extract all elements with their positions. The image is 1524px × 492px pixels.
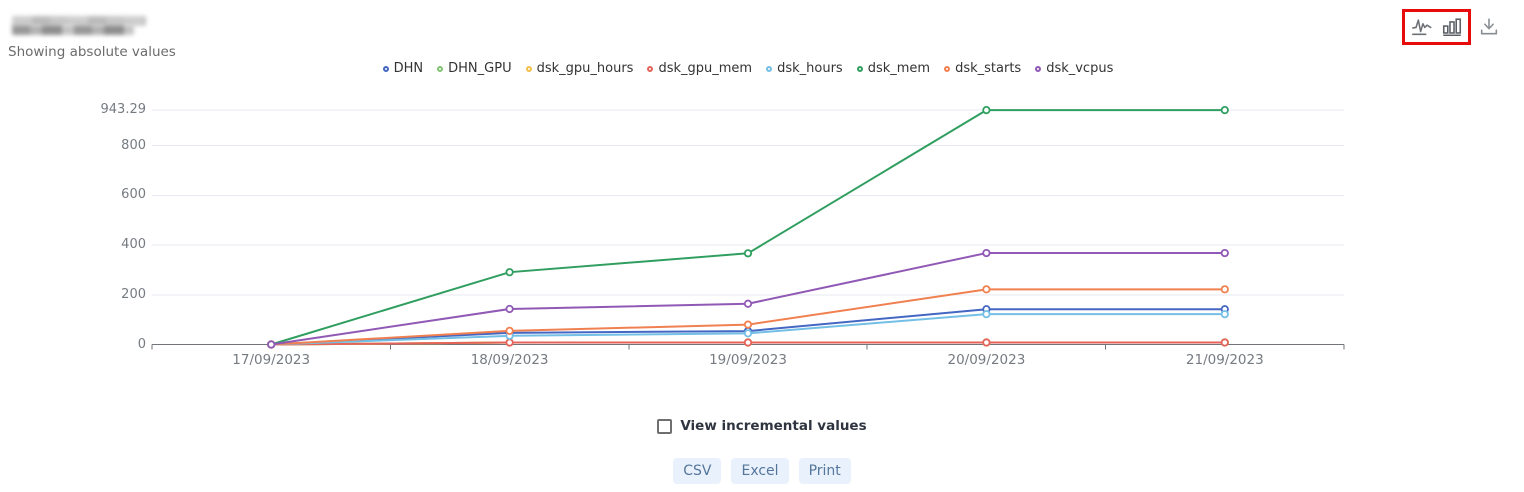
y-axis-label: 200: [121, 286, 146, 302]
legend-marker-icon: [856, 65, 863, 72]
legend-marker-icon: [766, 65, 773, 72]
series-point-dsk_starts[interactable]: [743, 320, 753, 329]
y-axis-label: 0: [137, 336, 146, 352]
series-point-dsk_gpu_mem[interactable]: [743, 338, 753, 347]
series-point-dsk_vcpus[interactable]: [982, 248, 991, 258]
series-point-dsk_hours[interactable]: [743, 329, 753, 338]
x-axis-label: 18/09/2023: [470, 351, 549, 368]
legend-item-dsk_mem[interactable]: dsk_mem: [856, 61, 931, 76]
bar-chart-icon: [1442, 18, 1461, 37]
y-axis-label: 800: [121, 137, 146, 153]
incremental-values-label: View incremental values: [680, 418, 867, 434]
legend-marker-icon: [382, 65, 389, 72]
chart-legend: DHN DHN_GPU dsk_gpu_hours dsk_gpu_mem dsk_ho…: [152, 61, 1344, 76]
series-point-dsk_gpu_mem[interactable]: [982, 338, 991, 347]
x-axis-label: 21/09/2023: [1185, 351, 1264, 368]
download-icon: [1480, 18, 1497, 35]
series-point-dsk_hours[interactable]: [1220, 310, 1229, 319]
series-point-dsk_mem[interactable]: [743, 249, 753, 258]
print-export-button[interactable]: Print: [798, 458, 851, 484]
legend-item-dsk_starts[interactable]: dsk_starts: [944, 61, 1021, 76]
redacted-title-blur: [12, 16, 146, 26]
series-point-dsk_gpu_mem[interactable]: [1220, 338, 1229, 347]
chart-toolbar: [1402, 9, 1500, 45]
legend-item-dsk_vcpus[interactable]: dsk_vcpus: [1035, 61, 1113, 76]
series-point-dsk_hours[interactable]: [982, 310, 991, 319]
bar-chart-view-button[interactable]: [1440, 15, 1463, 39]
series-point-dsk_mem[interactable]: [1220, 105, 1229, 115]
series-point-dsk_vcpus[interactable]: [267, 340, 276, 349]
series-point-dsk_gpu_mem[interactable]: [505, 338, 514, 347]
redacted-title-blur: [12, 25, 134, 35]
line-chart-view-button[interactable]: [1410, 15, 1433, 39]
csv-export-button[interactable]: CSV: [673, 458, 722, 484]
series-point-dsk_mem[interactable]: [982, 105, 991, 115]
x-axis-label: 19/09/2023: [709, 351, 787, 368]
excel-export-button[interactable]: Excel: [731, 458, 789, 484]
redacted-title: [10, 15, 150, 37]
x-axis-label: 20/09/2023: [947, 351, 1026, 368]
legend-label: dsk_starts: [955, 61, 1022, 76]
y-axis-label: 943.29: [100, 102, 147, 118]
series-point-dsk_vcpus[interactable]: [1220, 248, 1229, 258]
legend-item-DHN_GPU[interactable]: DHN_GPU: [437, 61, 512, 76]
legend-label: DHN: [393, 61, 424, 76]
legend-label: DHN_GPU: [448, 61, 512, 76]
chart-canvas[interactable]: [0, 80, 1524, 360]
incremental-values-checkbox[interactable]: [657, 418, 673, 434]
series-point-dsk_starts[interactable]: [1220, 285, 1229, 294]
legend-item-dsk_hours[interactable]: dsk_hours: [766, 61, 843, 76]
legend-marker-icon: [647, 65, 654, 72]
legend-marker-icon: [437, 65, 444, 72]
legend-item-dsk_gpu_hours[interactable]: dsk_gpu_hours: [525, 61, 634, 76]
series-point-dsk_starts[interactable]: [982, 285, 991, 294]
series-point-dsk_starts[interactable]: [505, 326, 514, 335]
legend-label: dsk_mem: [867, 61, 931, 76]
legend-label: dsk_vcpus: [1046, 61, 1114, 76]
series-point-dsk_vcpus[interactable]: [743, 299, 753, 308]
export-buttons-row: CSV Excel Print: [0, 458, 1524, 484]
legend-item-dsk_gpu_mem[interactable]: dsk_gpu_mem: [647, 61, 752, 76]
series-point-dsk_vcpus[interactable]: [505, 304, 514, 314]
annotation-highlight-box: [1402, 9, 1471, 45]
download-button[interactable]: [1477, 15, 1500, 39]
legend-marker-icon: [525, 65, 532, 72]
line-chart-icon: [1411, 19, 1431, 36]
series-point-dsk_mem[interactable]: [505, 268, 514, 277]
x-axis-label: 17/09/2023: [232, 351, 311, 368]
legend-label: dsk_gpu_hours: [536, 61, 634, 76]
legend-marker-icon: [944, 65, 951, 72]
legend-label: dsk_gpu_mem: [658, 61, 753, 76]
y-axis-label: 400: [121, 237, 146, 253]
y-axis-label: 600: [121, 187, 146, 203]
incremental-values-row: View incremental values: [0, 418, 1524, 434]
legend-label: dsk_hours: [777, 61, 843, 76]
legend-item-DHN[interactable]: DHN: [382, 61, 424, 76]
legend-marker-icon: [1035, 65, 1042, 72]
chart-subtitle: Showing absolute values: [8, 44, 176, 60]
